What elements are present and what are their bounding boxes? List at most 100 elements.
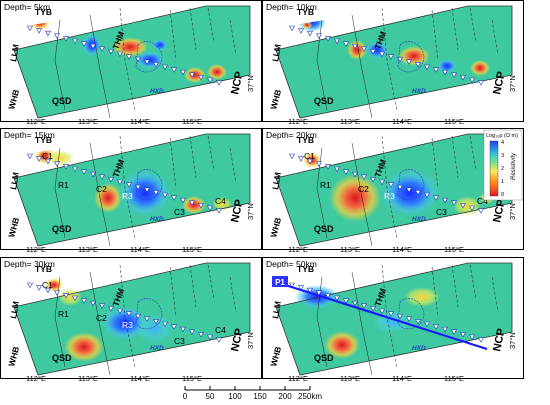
fault-line: [469, 135, 477, 171]
mt-station-marker: [215, 80, 223, 86]
region-label-c4: C4: [477, 196, 488, 206]
fault-line: [189, 264, 197, 308]
lon-tick-label: 113°E: [78, 374, 98, 383]
lon-tick-label: 115°E: [182, 374, 202, 383]
mt-station-marker: [53, 161, 61, 167]
mt-station-marker: [396, 184, 404, 191]
region-label-c2: C2: [96, 313, 107, 323]
mt-station-marker: [35, 156, 43, 162]
label-whb: WHB: [6, 345, 21, 367]
mt-station-marker: [378, 51, 386, 58]
region-label-r1: R1: [320, 180, 331, 190]
mt-station-marker: [351, 43, 359, 50]
lon-tick-label: 115°E: [182, 245, 202, 254]
resistivity-anomaly: [184, 67, 206, 83]
label-llm: LLM: [8, 43, 21, 62]
label-whb: WHB: [268, 345, 283, 367]
mt-station-marker: [360, 303, 368, 309]
mt-station-marker: [116, 308, 124, 315]
mt-station-marker: [152, 62, 160, 68]
lon-tick-label: 113°E: [340, 374, 360, 383]
resistivity-anomaly: [302, 21, 312, 29]
panel-frame: [262, 0, 524, 122]
lat-tick-label: 37°N: [246, 332, 255, 349]
lat-tick-label: 37°N: [508, 332, 517, 349]
mt-station-marker: [342, 41, 350, 47]
lon-tick-label: 115°E: [444, 245, 464, 254]
region-label-c1: C1: [42, 280, 53, 290]
label-llm: LLM: [270, 171, 283, 190]
mt-station-marker: [89, 43, 97, 50]
mt-station-marker: [35, 285, 43, 291]
mt-station-marker: [477, 337, 485, 343]
scale-bar-tick-label: 0: [183, 392, 188, 400]
depth-label: Depth= 10km: [266, 2, 317, 12]
mt-station-marker: [98, 46, 106, 52]
fault-line: [54, 19, 66, 111]
mt-station-marker: [387, 182, 395, 188]
mt-station-marker: [125, 54, 133, 60]
mt-station-marker: [378, 179, 386, 186]
region-label-c3: C3: [174, 207, 185, 217]
mt-station-marker: [360, 174, 368, 180]
depth-label-box: [1, 129, 59, 140]
mt-station-marker: [62, 164, 70, 170]
mt-station-marker: [423, 321, 431, 328]
profile-p1-badge: [272, 276, 288, 287]
mt-station-marker: [315, 33, 323, 39]
mt-station-marker: [297, 285, 305, 291]
mt-station-marker: [71, 166, 79, 173]
fault-line: [351, 14, 373, 119]
label-whb: WHB: [6, 216, 21, 238]
label-hxd: HXD: [150, 345, 164, 352]
mt-station-marker: [125, 311, 133, 317]
mt-station-marker: [324, 36, 332, 42]
mt-station-marker: [423, 64, 431, 71]
resistivity-anomaly: [347, 40, 367, 60]
mt-station-marker: [134, 184, 142, 191]
profile-p1-label: P1: [275, 278, 285, 287]
resistivity-anomaly: [470, 60, 490, 76]
fault-line: [491, 19, 499, 56]
label-tyb: TYB: [297, 7, 314, 17]
resistivity-anomaly: [64, 332, 104, 362]
mt-station-marker: [369, 177, 377, 183]
region-label-r3: R3: [122, 191, 133, 201]
mt-station-marker: [125, 182, 133, 188]
mt-station-marker: [80, 41, 88, 47]
label-ncp: NCP: [229, 198, 246, 223]
mt-station-marker: [468, 334, 476, 341]
mt-station-marker: [80, 298, 88, 304]
hxd-boundary: [135, 41, 163, 73]
scale-bar-end-label: 250km: [298, 392, 322, 400]
legend-tick: 3: [501, 153, 504, 159]
hxd-boundary: [135, 169, 163, 201]
mt-station-marker: [468, 77, 476, 84]
mt-station-marker: [188, 200, 196, 206]
fault-line: [207, 7, 215, 43]
depth-label: Depth= 5km: [4, 2, 50, 12]
scale-bar: 0 50 100 150 200 250km: [183, 386, 322, 401]
depth-label-box: [263, 258, 321, 269]
resistivity-anomaly: [380, 169, 440, 217]
hxd-boundary: [397, 298, 425, 330]
mt-station-marker: [26, 25, 34, 32]
fault-line: [351, 271, 373, 376]
mt-station-marker: [98, 174, 106, 180]
fault-line: [169, 137, 177, 189]
mt-station-marker: [44, 287, 52, 294]
resistivity-anomaly: [135, 51, 165, 69]
lat-tick-label: 37°N: [246, 75, 255, 92]
depth-label-box: [263, 1, 321, 12]
mt-station-marker: [26, 153, 34, 160]
study-area-outline: [275, 262, 513, 376]
mt-station-marker: [441, 197, 449, 204]
mt-station-marker: [143, 316, 151, 322]
study-area-outline: [13, 262, 251, 376]
lon-tick-label: 113°E: [340, 117, 360, 126]
lon-tick-label: 112°E: [288, 245, 308, 254]
fault-line: [189, 135, 197, 179]
